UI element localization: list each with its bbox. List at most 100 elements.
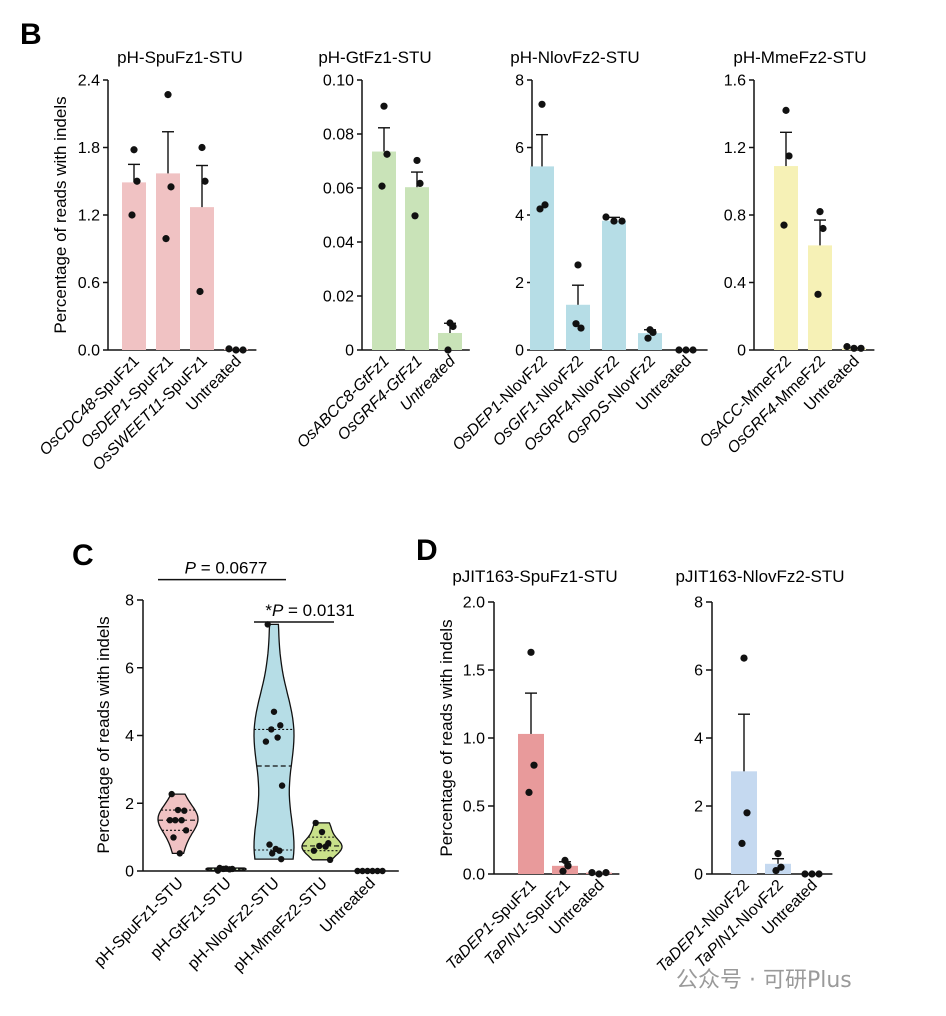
y-tick-label: 6 (125, 660, 134, 677)
data-point (588, 869, 596, 877)
data-point (416, 179, 424, 188)
chart-title: pH-GtFz1-STU (318, 48, 431, 67)
data-point (162, 235, 170, 243)
data-point (649, 328, 657, 337)
chart-title: pH-NlovFz2-STU (510, 48, 639, 67)
bar (731, 771, 757, 874)
bar (156, 173, 180, 350)
y-tick-label: 0.06 (323, 181, 354, 198)
data-point (740, 654, 748, 662)
y-tick-label: 0 (694, 867, 703, 884)
data-point (181, 807, 188, 814)
chart-b1: pH-SpuFz1-STU Percentage of reads with in… (36, 48, 257, 474)
y-tick-label: 0.4 (724, 275, 746, 292)
data-point (782, 106, 790, 114)
y-tick-label: 0 (125, 864, 134, 881)
data-point (225, 345, 233, 353)
chart-d1: pJIT163-SpuFz1-STU Percentage of reads wi… (437, 567, 620, 973)
bar (638, 333, 662, 350)
y-tick-label: 0.10 (323, 73, 354, 90)
chart-title: pH-SpuFz1-STU (117, 48, 243, 67)
data-point (774, 850, 782, 858)
data-point (266, 841, 273, 848)
data-point (743, 809, 751, 817)
y-tick-label: 2 (694, 799, 703, 816)
data-point (413, 156, 421, 165)
y-tick-label: 2.4 (78, 73, 100, 90)
data-point (201, 177, 209, 185)
data-point (268, 726, 275, 733)
data-point (738, 839, 746, 848)
y-tick-label: 0.04 (323, 235, 354, 252)
data-point (262, 738, 270, 745)
significance-p: P (185, 559, 197, 578)
chart-b2: pH-GtFz1-STU00.020.040.060.080.10OsABCC8… (294, 48, 470, 452)
data-point (536, 205, 544, 213)
data-point (602, 869, 610, 877)
bar (372, 151, 396, 350)
data-point (618, 217, 626, 225)
data-point (196, 287, 204, 296)
data-point (449, 322, 457, 331)
data-point (383, 150, 391, 158)
panel-label-d: D (416, 534, 438, 567)
data-point (772, 867, 780, 875)
bar (190, 207, 214, 350)
y-tick-label: 8 (694, 595, 703, 612)
bar (602, 220, 626, 350)
y-tick-label: 6 (694, 663, 703, 680)
data-point (808, 870, 816, 878)
y-tick-label: 0.6 (78, 275, 100, 292)
data-point (167, 183, 175, 191)
data-point (359, 867, 366, 875)
y-tick-label: 2 (515, 275, 524, 292)
data-point (278, 782, 286, 789)
y-tick-label: 0.5 (463, 799, 485, 816)
watermark: 公众号 · 可研Plus (676, 968, 852, 993)
y-tick-label: 0.0 (78, 343, 100, 360)
bar (774, 166, 798, 350)
violin-shape (301, 822, 343, 861)
data-point (561, 856, 569, 865)
y-tick-label: 4 (694, 731, 703, 748)
data-point (595, 870, 603, 878)
data-point (564, 862, 572, 870)
data-point (444, 346, 452, 354)
y-tick-label: 1.2 (724, 140, 746, 157)
y-axis-label: Percentage of reads with indels (437, 619, 456, 856)
data-point (168, 790, 175, 798)
data-point (274, 734, 281, 741)
data-point (610, 217, 618, 225)
data-point (164, 91, 172, 99)
y-tick-label: 6 (515, 140, 524, 157)
bar (405, 187, 429, 350)
data-point (559, 867, 567, 875)
data-point (843, 343, 851, 351)
data-point (277, 722, 284, 729)
data-point (174, 806, 182, 814)
data-point (133, 177, 141, 185)
y-tick-label: 0 (737, 343, 746, 360)
chart-b4: pH-MmeFz2-STU00.40.81.21.6OsACC-MmeFz2Os… (697, 48, 875, 457)
violin-shape (157, 793, 199, 855)
violin-shape (253, 623, 295, 860)
y-tick-label: 1.6 (724, 73, 746, 90)
data-point (379, 867, 386, 875)
data-point (278, 855, 285, 863)
data-point (541, 201, 549, 209)
y-tick-label: 1.0 (463, 731, 485, 748)
data-point (316, 842, 323, 850)
significance-value: = 0.0677 (196, 559, 267, 578)
data-point (785, 152, 793, 160)
data-point (318, 828, 326, 836)
data-point (276, 847, 283, 854)
data-point (369, 867, 376, 875)
y-tick-label: 0 (515, 343, 524, 360)
data-point (411, 212, 419, 220)
y-tick-label: 8 (125, 593, 134, 610)
data-point (322, 843, 329, 850)
data-point (310, 847, 318, 854)
data-point (689, 346, 697, 354)
y-tick-label: 0 (345, 343, 354, 360)
data-point (354, 867, 361, 875)
